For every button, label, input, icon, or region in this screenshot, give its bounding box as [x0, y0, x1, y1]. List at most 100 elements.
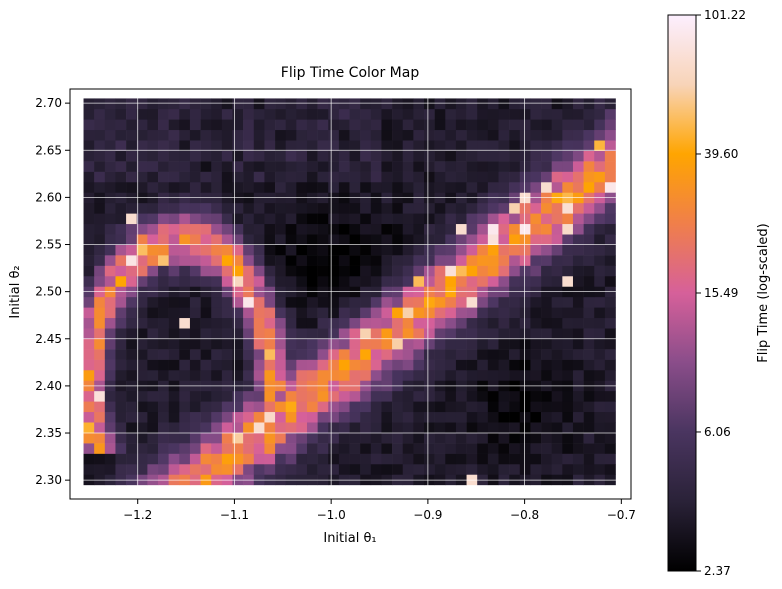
heatmap-cell: [519, 422, 531, 433]
heatmap-cell: [530, 213, 542, 225]
heatmap-cell: [594, 129, 606, 141]
heatmap-cell: [189, 161, 201, 172]
heatmap-cell: [392, 443, 404, 454]
heatmap-cell: [541, 255, 552, 266]
heatmap-cell: [477, 265, 489, 277]
x-tick-label: −1.0: [317, 508, 346, 522]
heatmap-cell: [381, 443, 393, 454]
heatmap-cell: [328, 244, 340, 256]
heatmap-cell: [604, 307, 616, 319]
heatmap-cell: [168, 265, 180, 277]
heatmap-cell: [413, 328, 425, 339]
heatmap-cell: [572, 161, 584, 172]
heatmap-cell: [158, 161, 169, 172]
heatmap-cell: [424, 244, 435, 256]
heatmap-cell: [434, 265, 446, 277]
heatmap-cell: [275, 422, 286, 433]
heatmap-cell: [541, 369, 552, 381]
heatmap-cell: [221, 140, 233, 151]
heatmap-cell: [530, 422, 542, 433]
heatmap-cell: [487, 150, 499, 162]
heatmap-cell: [338, 161, 350, 172]
heatmap-cell: [381, 119, 393, 131]
heatmap-cell: [275, 328, 286, 339]
heatmap-cell: [370, 296, 382, 308]
heatmap-cell: [509, 422, 521, 433]
heatmap-cell: [168, 401, 180, 413]
heatmap-cell: [94, 119, 106, 131]
heatmap-cell: [370, 317, 382, 329]
heatmap-cell: [445, 349, 457, 360]
heatmap-cell: [445, 98, 457, 110]
heatmap-cell: [551, 161, 563, 172]
heatmap-cell: [445, 317, 457, 329]
y-tick-label: 2.30: [35, 473, 62, 487]
heatmap-cell: [541, 390, 552, 402]
heatmap-cell: [94, 244, 106, 256]
heatmap-cell: [253, 401, 265, 413]
heatmap-cell: [349, 234, 361, 245]
heatmap-cell: [253, 296, 265, 308]
heatmap-cell: [189, 422, 201, 433]
heatmap-cell: [126, 432, 138, 444]
heatmap-cell: [200, 359, 212, 371]
heatmap-cell: [243, 296, 255, 308]
heatmap-cell: [594, 422, 606, 433]
heatmap-cell: [147, 296, 159, 308]
heatmap-cell: [402, 422, 414, 433]
heatmap-cell: [530, 359, 542, 371]
heatmap-cell: [519, 411, 531, 423]
heatmap-cell: [306, 432, 318, 444]
heatmap-cell: [466, 244, 478, 256]
heatmap-cell: [83, 108, 95, 120]
heatmap-cell: [360, 275, 372, 287]
heatmap-cell: [477, 223, 489, 235]
heatmap-cell: [285, 401, 297, 413]
heatmap-cell: [594, 453, 606, 465]
heatmap-cell: [264, 234, 276, 245]
heatmap-cell: [158, 265, 169, 277]
heatmap-cell: [264, 161, 276, 172]
heatmap-cell: [466, 463, 478, 475]
heatmap-cell: [264, 98, 276, 110]
heatmap-cell: [264, 349, 276, 360]
heatmap-cell: [211, 223, 223, 235]
heatmap-cell: [189, 432, 201, 444]
heatmap-cell: [392, 338, 404, 350]
heatmap-cell: [541, 432, 552, 444]
heatmap-cell: [285, 161, 297, 172]
heatmap-cell: [179, 181, 191, 193]
heatmap-cell: [104, 119, 116, 131]
heatmap-cell: [200, 255, 212, 266]
heatmap-cell: [275, 401, 286, 413]
heatmap-cell: [253, 161, 265, 172]
heatmap-cell: [126, 223, 138, 235]
heatmap-cell: [572, 453, 584, 465]
heatmap-cell: [413, 453, 425, 465]
heatmap-cell: [338, 275, 350, 287]
heatmap-cell: [275, 390, 286, 402]
heatmap-cell: [572, 129, 584, 141]
heatmap-cell: [424, 119, 435, 131]
heatmap-cell: [317, 349, 329, 360]
heatmap-cell: [126, 453, 138, 465]
heatmap-plot-area: [69, 88, 632, 500]
heatmap-cell: [232, 181, 244, 193]
heatmap-cell: [381, 349, 393, 360]
heatmap-cell: [104, 213, 116, 225]
heatmap-cell: [317, 213, 329, 225]
heatmap-cell: [136, 411, 148, 423]
heatmap-cell: [413, 401, 425, 413]
heatmap-cell: [572, 244, 584, 256]
heatmap-cell: [264, 453, 276, 465]
heatmap-cell: [83, 296, 95, 308]
heatmap-cell: [275, 244, 286, 256]
heatmap-cell: [115, 453, 127, 465]
heatmap-cell: [477, 453, 489, 465]
heatmap-cell: [455, 349, 467, 360]
heatmap-cell: [519, 171, 531, 183]
heatmap-cell: [264, 463, 276, 475]
heatmap-cell: [338, 422, 350, 433]
heatmap-cell: [519, 265, 531, 277]
